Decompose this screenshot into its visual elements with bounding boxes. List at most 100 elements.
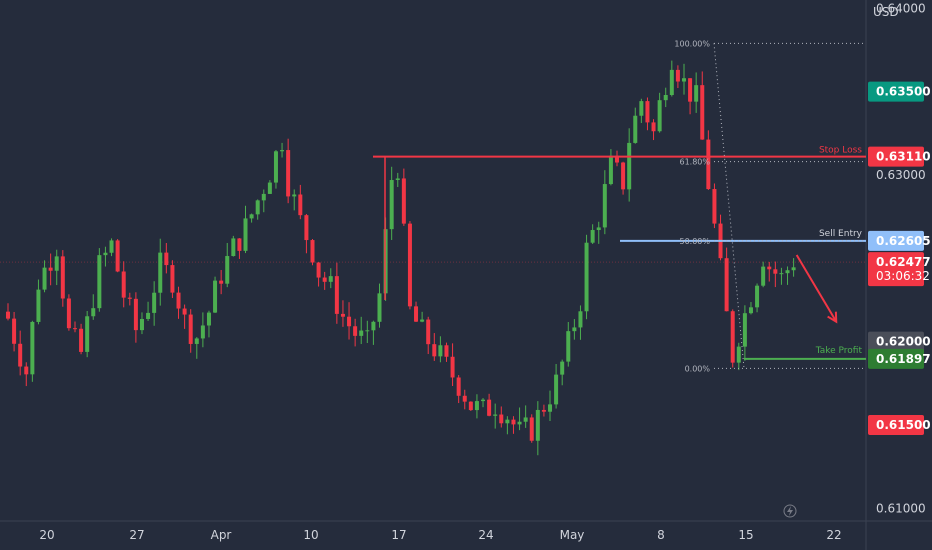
sell-entry-label: Sell Entry: [819, 229, 863, 239]
candle-body: [608, 155, 613, 185]
candle-body: [371, 321, 376, 331]
candle-body: [621, 162, 626, 190]
candle-body: [742, 313, 747, 347]
price-tag-label: 0.62477: [876, 255, 931, 269]
candle-body: [474, 401, 479, 411]
candle-body: [255, 200, 260, 215]
candle-body: [298, 194, 303, 216]
candle-body: [535, 409, 540, 441]
candle-body: [109, 240, 114, 253]
candle-body: [334, 276, 339, 314]
fib-label: 0.00%: [685, 364, 711, 373]
candle-body: [651, 122, 656, 132]
candle-body: [596, 227, 601, 231]
x-tick-label: Apr: [211, 528, 232, 542]
candle-body: [48, 267, 53, 271]
candle-body: [785, 270, 790, 274]
candle-body: [706, 139, 711, 190]
candle-body: [176, 292, 181, 309]
candle-body: [340, 313, 345, 317]
candle-body: [481, 399, 486, 402]
candle-body: [206, 312, 211, 326]
candle-body: [548, 404, 553, 412]
candle-body: [146, 312, 151, 319]
candles: [6, 60, 796, 456]
countdown-label: 03:06:32: [876, 269, 930, 283]
candle-body: [401, 178, 406, 224]
fib-label: 50.00%: [679, 237, 710, 246]
candle-body: [444, 345, 449, 357]
x-tick-label: May: [560, 528, 585, 542]
candle-body: [36, 289, 41, 322]
candle-body: [730, 311, 735, 363]
candle-body: [219, 280, 224, 284]
candle-body: [54, 256, 59, 271]
price-tag: [868, 348, 924, 369]
candle-body: [182, 308, 187, 315]
candle-body: [347, 316, 352, 327]
candle-body: [675, 69, 680, 82]
candle-body: [681, 78, 686, 82]
candle-body: [663, 94, 668, 101]
price-tag-label: 0.62605: [876, 234, 931, 248]
x-tick-label: 10: [303, 528, 318, 542]
candle-body: [523, 417, 528, 422]
candle-body: [79, 328, 84, 352]
candle-body: [560, 361, 565, 375]
candle-body: [30, 321, 35, 375]
candle-body: [225, 256, 230, 284]
candle-body: [139, 318, 144, 331]
candle-body: [200, 325, 205, 339]
candle-body: [66, 298, 71, 329]
price-tag-label: 0.61897: [876, 352, 931, 366]
candle-body: [188, 314, 193, 344]
candle-body: [407, 223, 412, 307]
candle-body: [767, 266, 772, 270]
candle-body: [316, 262, 321, 278]
x-tick-label: 15: [738, 528, 753, 542]
currency-label: USD: [873, 5, 899, 19]
candle-body: [724, 258, 729, 312]
candle-body: [639, 101, 644, 116]
candle-body: [237, 238, 242, 251]
candle-body: [584, 242, 589, 312]
candle-body: [389, 180, 394, 230]
candle-body: [700, 85, 705, 140]
price-tag: [868, 81, 924, 102]
x-tick-label: 20: [39, 528, 54, 542]
candle-body: [353, 326, 358, 336]
candle-body: [420, 319, 425, 322]
candle-body: [791, 267, 796, 271]
candle-body: [121, 271, 126, 298]
candle-body: [103, 252, 108, 256]
candle-body: [438, 345, 443, 357]
candle-body: [615, 155, 619, 163]
candle-body: [414, 306, 419, 322]
candle-body: [243, 218, 248, 251]
candle-body: [456, 377, 461, 396]
candle-body: [12, 318, 17, 344]
candle-body: [91, 308, 96, 317]
candle-body: [60, 256, 65, 299]
candle-body: [669, 69, 674, 95]
candle-body: [377, 293, 382, 322]
candle-body: [462, 395, 467, 402]
candle-body: [602, 184, 607, 228]
projection-arrow-head: [827, 311, 838, 324]
candle-body: [529, 417, 534, 441]
candle-body: [133, 298, 138, 331]
candle-body: [566, 331, 571, 362]
candle-body: [395, 178, 400, 181]
candle-body: [273, 151, 278, 183]
candle-body: [450, 356, 455, 378]
candle-body: [688, 78, 693, 102]
price-tag-label: 0.62000: [876, 335, 931, 349]
fib-label: 61.80%: [679, 158, 710, 167]
candle-body: [541, 409, 546, 412]
candle-body: [152, 292, 157, 313]
candle-body: [432, 344, 437, 357]
candle-body: [633, 115, 638, 143]
x-tick-label: 17: [391, 528, 406, 542]
